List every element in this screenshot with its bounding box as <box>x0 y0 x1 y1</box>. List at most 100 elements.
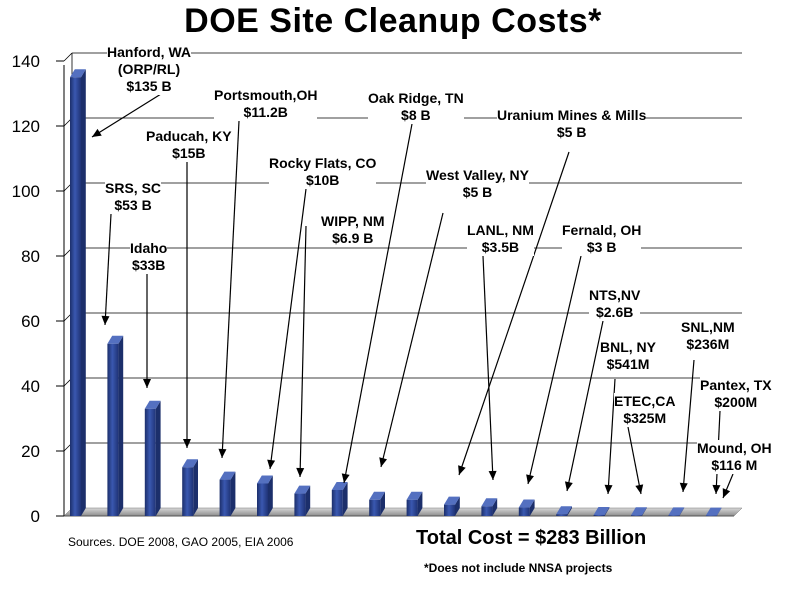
annotation-arrow <box>299 225 307 478</box>
annotation-line: Uranium Mines & Mills <box>497 107 647 123</box>
bar-annotation: LANL, NM $3.5B <box>467 222 534 256</box>
bar <box>481 498 498 516</box>
annotation-arrow <box>566 320 604 492</box>
annotation-arrow <box>458 151 570 476</box>
bar <box>219 471 236 516</box>
annotation-line: $116 M <box>711 457 758 473</box>
annotation-line: SRS, SC <box>105 180 162 196</box>
annotation-line: LANL, NM <box>467 222 534 238</box>
bar-annotation: Oak Ridge, TN $8 B <box>368 90 464 124</box>
annotation-arrowhead <box>143 379 151 388</box>
source-note: Sources. DOE 2008, GAO 2005, EIA 2006 <box>68 535 294 549</box>
annotation-line: Rocky Flats, CO <box>269 155 377 171</box>
annotation-arrowhead <box>526 474 534 484</box>
bar <box>556 506 572 516</box>
annotation-line: $10B <box>305 172 340 188</box>
annotation-arrowhead <box>379 457 388 467</box>
bar-annotation: West Valley, NY $5 B <box>426 167 529 201</box>
annotation-arrowhead <box>267 459 276 469</box>
bar-annotation: BNL, NY $541M <box>600 339 656 373</box>
annotation-arrowhead <box>92 128 102 137</box>
annotation-arrowhead <box>296 467 305 477</box>
annotation-arrowhead <box>604 484 613 494</box>
annotation-arrow <box>104 213 112 326</box>
bar-annotation: Rocky Flats, CO $10B <box>269 155 377 189</box>
annotation-line: $11.2B <box>243 104 288 120</box>
annotation-line: $3 B <box>586 239 617 255</box>
annotation-line: $325M <box>623 410 667 426</box>
bar <box>705 507 722 517</box>
y-tick-label: 0 <box>31 507 40 526</box>
bar-annotation: Hanford, WA (ORP/RL) $135 B <box>107 44 191 95</box>
annotation-arrowhead <box>635 484 644 494</box>
gridline-side <box>63 52 73 62</box>
annotation-line: Oak Ridge, TN <box>368 90 464 106</box>
annotation-arrowhead <box>218 448 227 458</box>
bar <box>631 507 647 516</box>
annotation-line: $5 B <box>556 124 587 140</box>
bar-annotation: Uranium Mines & Mills $5 B <box>497 107 647 141</box>
annotation-arrow <box>482 255 494 481</box>
bar-annotation: ETEC,CA $325M <box>614 393 676 427</box>
annotation-line: NTS,NV <box>589 287 641 303</box>
annotation-line: Mound, OH <box>697 440 772 456</box>
annotation-line: $3.5B <box>481 239 520 255</box>
annotation-line: WIPP, NM <box>321 213 385 229</box>
annotation-line: $15B <box>172 145 206 161</box>
chart-title: DOE Site Cleanup Costs* <box>184 2 602 40</box>
annotation-line: $2.6B <box>595 304 634 320</box>
annotation-arrowhead <box>101 315 110 325</box>
annotation-line: ETEC,CA <box>614 393 676 409</box>
annotation-arrow <box>682 359 695 493</box>
y-tick-label: 120 <box>12 117 40 136</box>
bar-annotation: Pantex, TX $200M <box>700 377 772 411</box>
annotation-line: Portsmouth,OH <box>214 87 318 103</box>
bar <box>668 507 685 516</box>
annotation-line: $33B <box>131 257 166 273</box>
bar-annotation: Idaho $33B <box>130 240 168 274</box>
y-tick-label: 100 <box>12 182 40 201</box>
annotation-line: Fernald, OH <box>562 222 642 238</box>
bar-annotation: Paducah, KY $15B <box>146 128 232 162</box>
annotation-arrowhead <box>712 484 721 494</box>
bar-annotation: Mound, OH $116 M <box>697 440 772 474</box>
annotation-line: $135 B <box>126 78 172 94</box>
bar <box>70 69 86 516</box>
y-tick-label: 140 <box>12 52 40 71</box>
annotation-line: $236M <box>686 336 730 352</box>
annotation-arrow <box>91 93 162 138</box>
annotation-line: $5 B <box>462 184 493 200</box>
bar <box>593 506 610 516</box>
y-tick-label: 40 <box>21 377 40 396</box>
annotation-arrow <box>221 120 240 459</box>
annotation-arrow <box>380 212 444 468</box>
annotation-line: $200M <box>714 394 758 410</box>
y-tick-label: 20 <box>21 442 40 461</box>
bar <box>518 499 535 516</box>
annotation-line: $541M <box>606 356 650 372</box>
annotation-arrowhead <box>679 482 688 492</box>
bar-annotation: WIPP, NM $6.9 B <box>321 213 385 247</box>
bar-annotation: SNL,NM $236M <box>681 319 735 353</box>
annotation-line: $53 B <box>114 197 152 213</box>
bar <box>107 335 124 516</box>
bar-annotation: Fernald, OH $3 B <box>562 222 642 256</box>
bar-annotation: SRS, SC $53 B <box>105 180 162 214</box>
annotation-line: SNL,NM <box>681 319 735 335</box>
bar <box>294 485 311 516</box>
annotation-line: Paducah, KY <box>146 128 232 144</box>
annotation-arrow <box>269 188 307 470</box>
bar <box>182 459 198 516</box>
total-cost: Total Cost = $283 Billion <box>416 527 647 549</box>
annotation-line: Hanford, WA <box>107 44 191 60</box>
annotation-arrow <box>607 378 616 495</box>
bar-annotation: Portsmouth,OH $11.2B <box>214 87 318 121</box>
annotation-line: Idaho <box>130 240 168 256</box>
annotation-arrowhead <box>488 470 497 480</box>
annotation-arrowhead <box>341 473 350 483</box>
annotation-arrow <box>627 426 642 495</box>
annotation-line: BNL, NY <box>600 339 656 355</box>
annotation-line: $6.9 B <box>332 230 374 246</box>
bar <box>144 400 161 516</box>
annotation-line: West Valley, NY <box>426 167 529 183</box>
